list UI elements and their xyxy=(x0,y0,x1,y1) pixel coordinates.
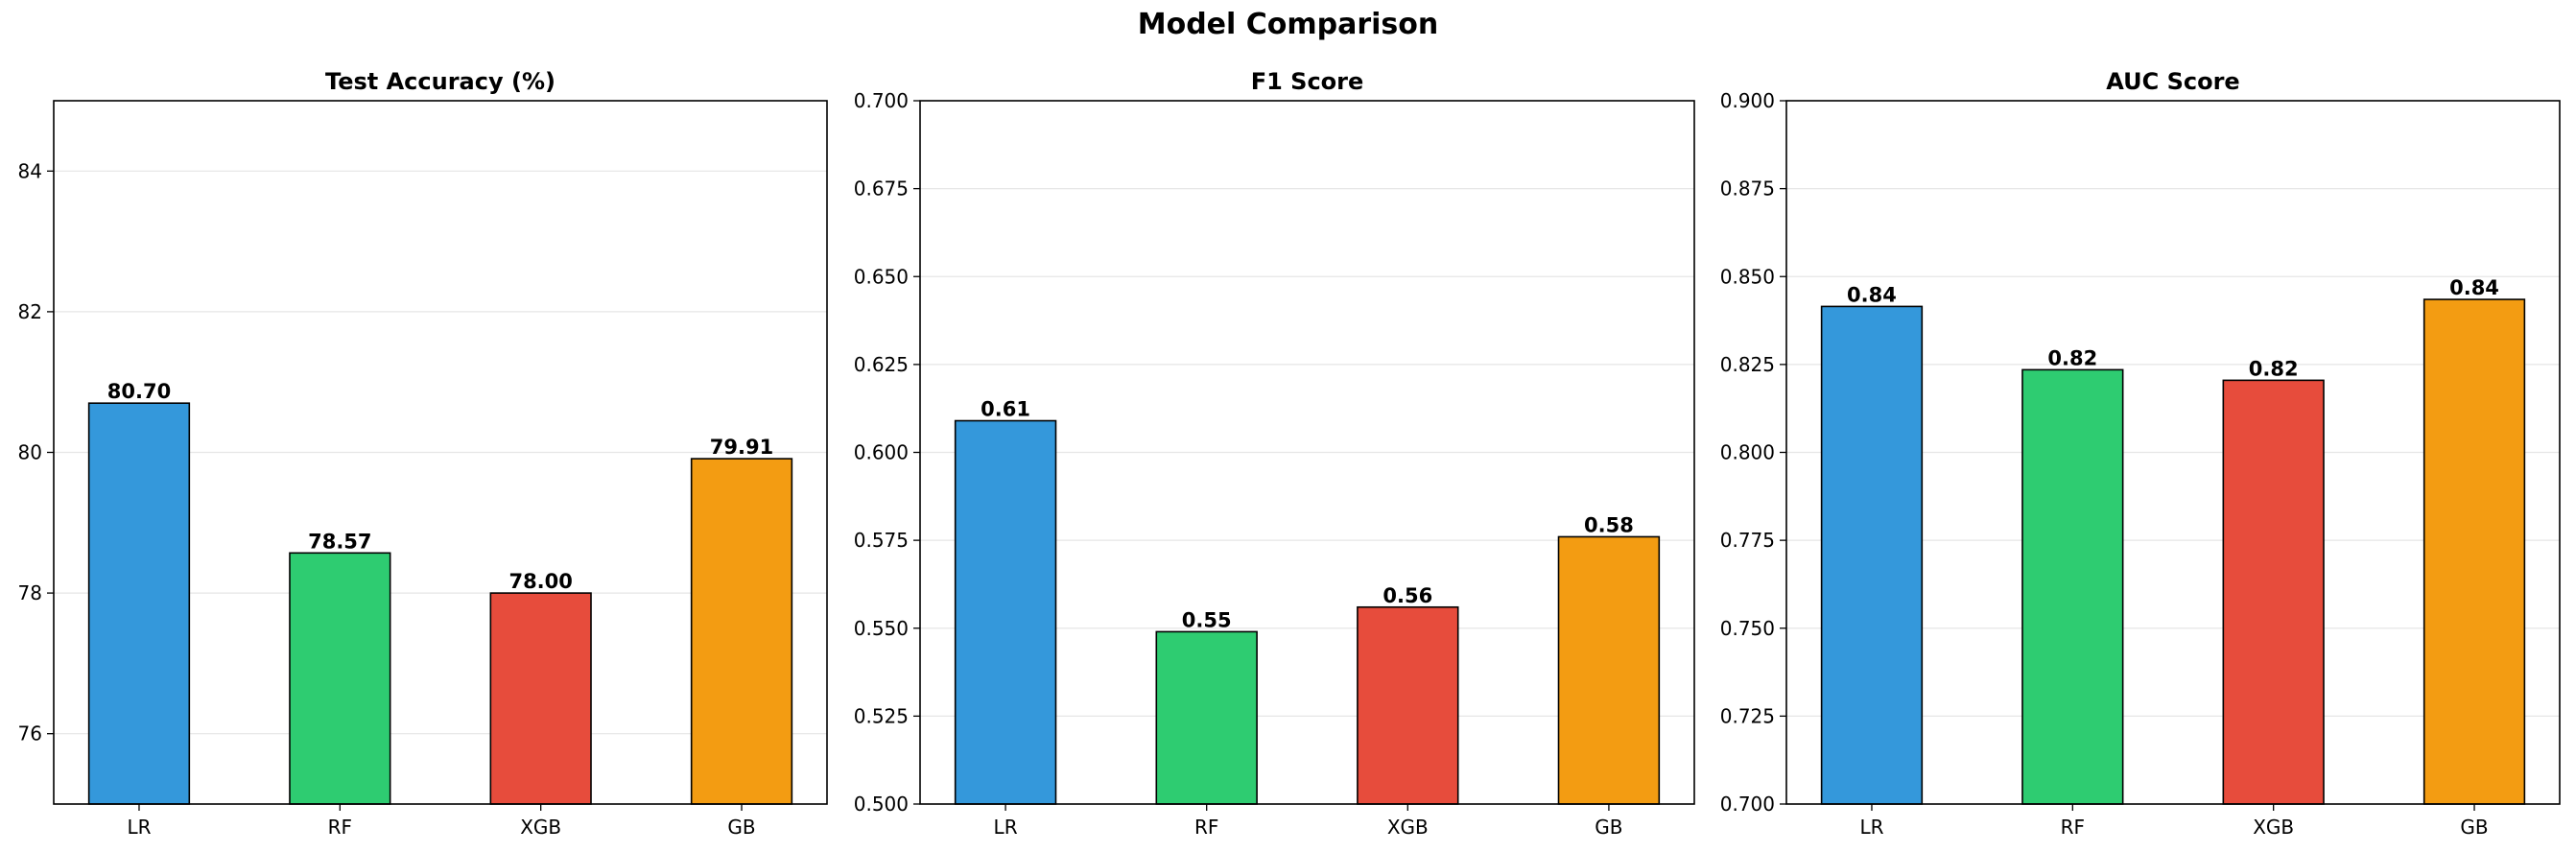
y-tick-label: 0.700 xyxy=(1720,793,1775,816)
y-tick-label: 82 xyxy=(18,300,42,323)
chart-panel-3: 0.84 LR 0.82 RF 0.82 XGB 0.84 GB 0.700 0.725 0.750… xyxy=(1720,68,2561,839)
y-tick-label: 0.700 xyxy=(854,89,909,112)
x-tick-label: LR xyxy=(994,816,1018,839)
y-tick-label: 0.575 xyxy=(854,529,909,552)
y-tick-label: 0.800 xyxy=(1720,441,1775,464)
bar-value-label: 80.70 xyxy=(107,380,171,403)
bar-value-label: 0.84 xyxy=(1847,283,1897,306)
x-tick-label: GB xyxy=(727,816,755,839)
bar-value-label: 78.57 xyxy=(308,530,371,553)
bar-value-label: 79.91 xyxy=(710,436,773,459)
x-tick-label: GB xyxy=(1595,816,1622,839)
bar-rf xyxy=(2021,368,2124,805)
y-tick-label: 0.725 xyxy=(1720,704,1775,727)
bar-rf xyxy=(1155,630,1258,805)
y-tick-label: 0.750 xyxy=(1720,617,1775,640)
x-tick-label: XGB xyxy=(2253,816,2294,839)
x-tick-label: RF xyxy=(328,816,352,839)
bar-gb xyxy=(690,458,793,805)
bar-xgb xyxy=(2222,379,2325,805)
x-tick-label: RF xyxy=(1194,816,1218,839)
y-tick-label: 0.650 xyxy=(854,265,909,288)
bar-lr xyxy=(954,419,1057,805)
y-tick-label: 76 xyxy=(18,722,42,746)
bar-xgb xyxy=(1357,605,1459,805)
bar-value-label: 0.58 xyxy=(1584,513,1634,536)
axes-frame xyxy=(53,100,828,805)
axes-frame xyxy=(1785,100,2561,805)
bar-value-label: 0.82 xyxy=(2249,357,2299,380)
y-tick-label: 0.775 xyxy=(1720,529,1775,552)
y-tick-label: 0.875 xyxy=(1720,178,1775,201)
bar-lr xyxy=(87,402,191,805)
bar-value-label: 0.56 xyxy=(1383,584,1432,607)
bar-value-label: 0.61 xyxy=(981,398,1030,421)
chart-panel-2: 0.61 LR 0.55 RF 0.56 XGB 0.58 GB 0.500 0.525 0.550… xyxy=(854,68,1695,839)
y-tick-label: 0.850 xyxy=(1720,265,1775,288)
bar-value-label: 0.82 xyxy=(2047,346,2097,369)
y-tick-label: 84 xyxy=(18,159,42,182)
figure-title: Model Comparison xyxy=(1137,8,1439,41)
bar-value-label: 0.55 xyxy=(1182,608,1232,631)
x-tick-label: XGB xyxy=(1387,816,1429,839)
y-tick-label: 0.600 xyxy=(854,441,909,464)
bar-gb xyxy=(2422,298,2526,805)
y-tick-label: 0.550 xyxy=(854,617,909,640)
y-tick-label: 0.900 xyxy=(1720,89,1775,112)
chart-panel-1: 80.70 LR 78.57 RF 78.00 XGB 79.91 GB 76 78 80 82 84 T… xyxy=(18,68,828,839)
y-tick-label: 80 xyxy=(18,441,42,464)
x-tick-label: LR xyxy=(1859,816,1883,839)
panel-title: Test Accuracy (%) xyxy=(325,68,555,95)
x-tick-label: GB xyxy=(2460,816,2488,839)
bar-value-label: 0.84 xyxy=(2449,276,2499,299)
bar-gb xyxy=(1557,535,1661,805)
axes-frame xyxy=(919,100,1695,805)
x-tick-label: LR xyxy=(127,816,151,839)
bar-value-label: 78.00 xyxy=(508,570,572,593)
y-tick-label: 0.500 xyxy=(854,793,909,816)
bar-xgb xyxy=(489,592,592,805)
panel-title: F1 Score xyxy=(1251,68,1364,95)
x-tick-label: XGB xyxy=(520,816,561,839)
y-tick-label: 0.525 xyxy=(854,704,909,727)
y-tick-label: 0.625 xyxy=(854,353,909,376)
y-tick-label: 0.675 xyxy=(854,178,909,201)
panel-title: AUC Score xyxy=(2106,68,2239,95)
y-tick-label: 78 xyxy=(18,581,42,604)
y-tick-label: 0.825 xyxy=(1720,353,1775,376)
x-tick-label: RF xyxy=(2061,816,2085,839)
bar-lr xyxy=(1820,305,1924,805)
bar-rf xyxy=(289,552,391,805)
